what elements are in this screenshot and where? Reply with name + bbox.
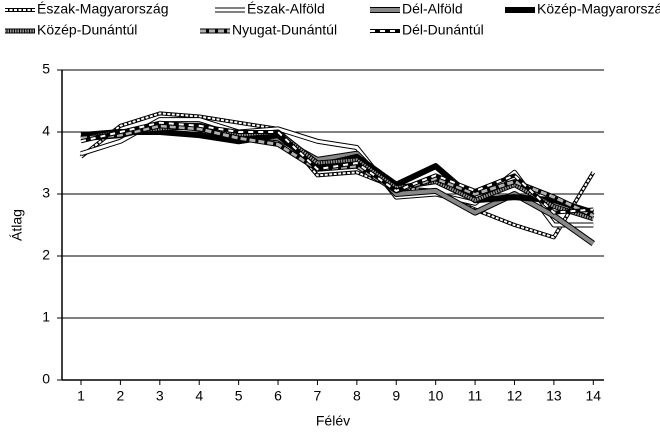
y-tick-label: 1 (42, 309, 50, 325)
y-tick-label: 2 (42, 247, 50, 263)
legend-label: Észak-Alföld (247, 1, 325, 17)
x-tick-label: 11 (468, 388, 483, 404)
y-tick-label: 0 (42, 371, 50, 387)
x-tick-label: 13 (546, 388, 562, 404)
legend-label: Közép-Dunántúl (37, 22, 137, 38)
y-axis-label: Átlag (9, 209, 25, 241)
legend-label: Közép-Magyarország (537, 1, 660, 17)
x-tick-label: 9 (392, 388, 400, 404)
line (80, 124, 594, 218)
x-tick-label: 4 (195, 388, 203, 404)
x-axis-label: Félév (316, 413, 350, 429)
x-tick-label: 2 (117, 388, 125, 404)
x-tick-label: 1 (77, 388, 85, 404)
x-tick-label: 10 (428, 388, 444, 404)
y-tick-label: 3 (42, 185, 50, 201)
x-tick-label: 8 (353, 388, 361, 404)
x-tick-label: 6 (274, 388, 282, 404)
x-tick-label: 3 (156, 388, 164, 404)
x-tick-label: 12 (507, 388, 523, 404)
y-tick-label: 5 (42, 61, 50, 77)
legend-label: Dél-Dunántúl (402, 22, 484, 38)
x-tick-label: 14 (586, 388, 602, 404)
y-tick-label: 4 (42, 123, 50, 139)
x-tick-label: 7 (314, 388, 322, 404)
legend-label: Dél-Alföld (402, 1, 463, 17)
x-tick-label: 5 (235, 388, 243, 404)
legend-label: Nyugat-Dunántúl (232, 22, 337, 38)
legend-label: Észak-Magyarország (37, 1, 169, 17)
line-outline (80, 123, 595, 218)
line (80, 121, 594, 214)
line-outline (79, 111, 596, 240)
